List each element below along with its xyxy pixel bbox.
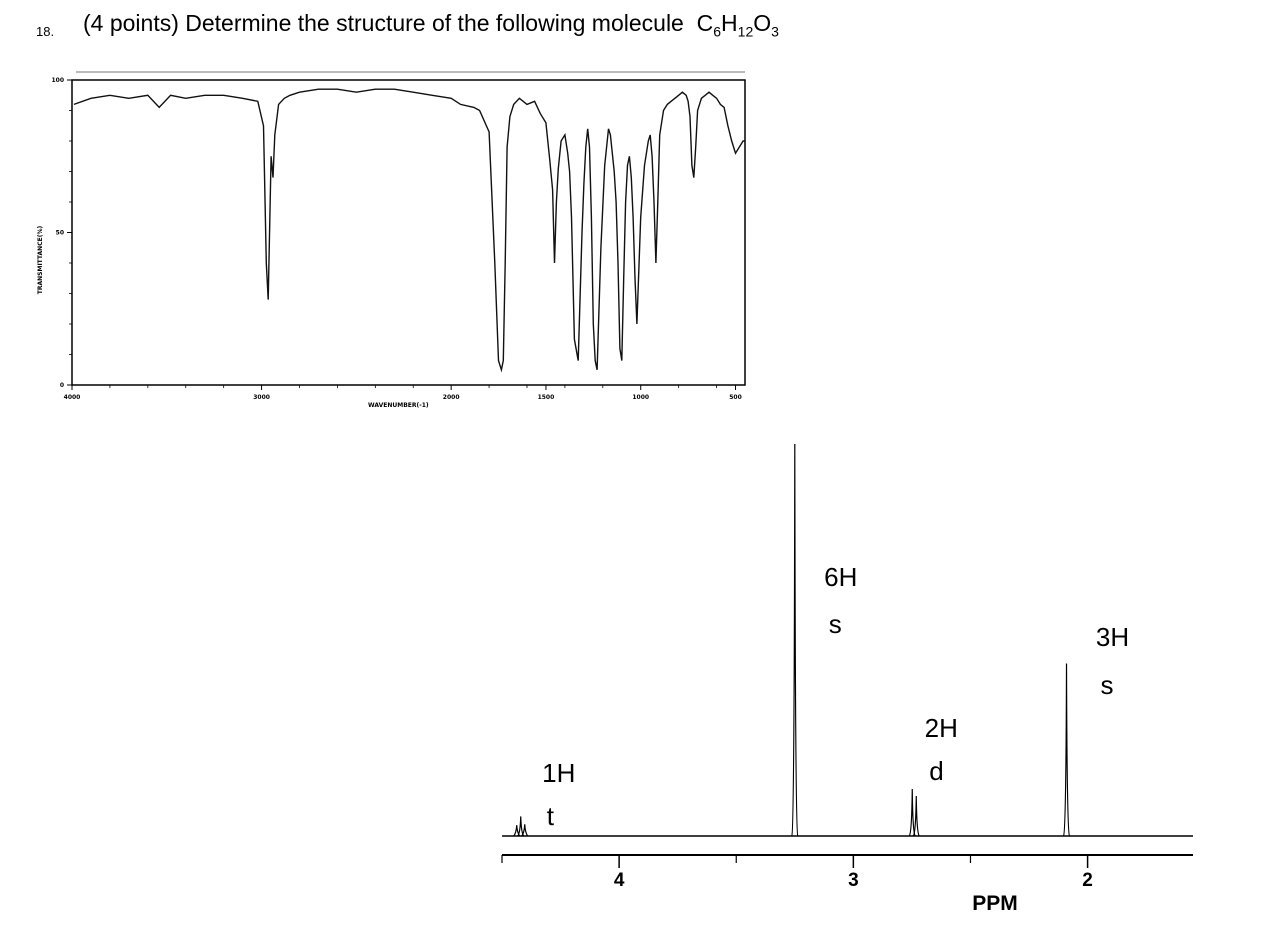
nmr-peak-line (912, 796, 920, 837)
ir-y-tick-label-2: 0 (60, 382, 64, 389)
ir-x-axis-label: WAVENUMBER(-1) (368, 402, 429, 409)
nmr-integration-label-1: 6H (824, 562, 857, 592)
nmr-peak-line (908, 788, 916, 837)
nmr-x-tick-label-2: 2 (1082, 870, 1093, 891)
ir-plot-frame (71, 79, 746, 386)
ir-x-tick-label-3: 1500 (538, 394, 555, 401)
nmr-peak-2H-d (908, 788, 920, 837)
nmr-x-tick-label-1: 3 (848, 870, 859, 891)
nmr-integration-label-2: 2H (925, 713, 958, 743)
ir-x-axis: 4000 3000 2000 1500 1000 500 (64, 385, 742, 401)
nmr-peak-line (1062, 663, 1071, 837)
nmr-peak-line (517, 816, 525, 837)
nmr-x-axis: 4 3 2 (501, 855, 1093, 891)
molecular-formula: C6H12O3 (696, 10, 779, 40)
ir-y-axis-label: TRANSMITTANCE(%) (37, 226, 44, 295)
ir-x-tick-label-5: 500 (729, 394, 742, 401)
ir-y-tick-label-1: 50 (56, 230, 64, 237)
ir-x-tick-label-0: 4000 (64, 394, 81, 401)
question-number: 18. (36, 24, 55, 39)
nmr-peaks (513, 443, 1071, 837)
nmr-x-axis-label: PPM (972, 892, 1018, 915)
nmr-multiplicity-label-2: d (929, 756, 943, 786)
question-text: (4 points) Determine the structure of th… (83, 10, 684, 36)
nmr-peak-1H-t (513, 816, 529, 837)
ir-transmittance-series-line (73, 88, 745, 373)
nmr-multiplicity-label-3: s (1101, 670, 1114, 700)
nmr-x-tick-label-0: 4 (614, 870, 625, 891)
nmr-multiplicity-label-0: t (547, 801, 555, 831)
nmr-multiplicity-label-1: s (829, 609, 842, 639)
nmr-peak-3H-s (1062, 663, 1071, 837)
nmr-peak-labels: 1H t 6H s 2H d 3H s (542, 562, 1129, 831)
nmr-spectrum-chart: 4 3 2 1H t 6H s 2H d 3H s PPM (501, 443, 1193, 915)
nmr-peak-6H-s (791, 443, 799, 837)
nmr-integration-label-0: 1H (542, 758, 575, 788)
nmr-integration-label-3: 3H (1096, 622, 1129, 652)
ir-x-tick-label-2: 2000 (443, 394, 460, 401)
question-text-line: (4 points) Determine the structure of th… (83, 10, 779, 40)
ir-x-tick-label-1: 3000 (253, 394, 270, 401)
nmr-peak-line (521, 824, 529, 837)
nmr-peak-line (791, 443, 799, 837)
ir-y-axis: 100 50 0 (51, 77, 72, 389)
ir-x-tick-label-4: 1000 (632, 394, 649, 401)
ir-y-tick-label-0: 100 (51, 77, 64, 84)
